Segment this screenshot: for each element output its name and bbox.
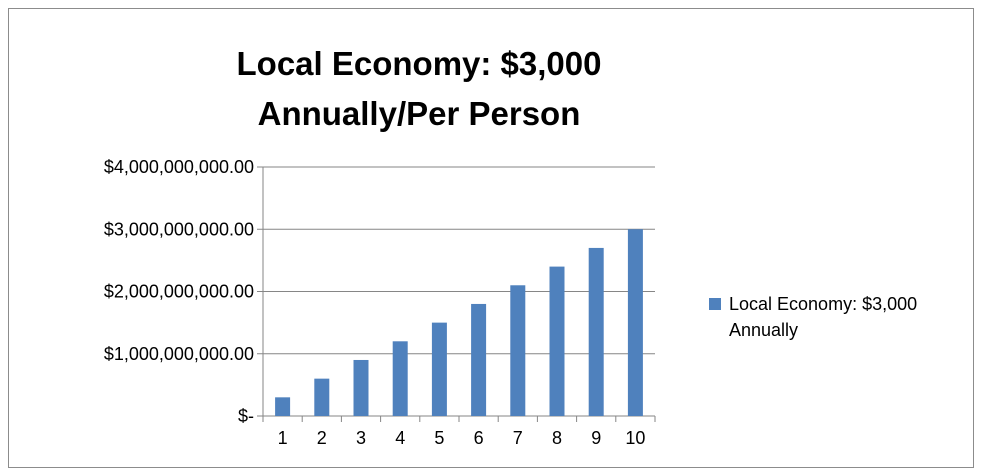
bar	[510, 285, 526, 416]
x-tick-label: 10	[625, 428, 645, 448]
y-tick-label: $4,000,000,000.00	[104, 157, 254, 177]
x-tick-label: 7	[513, 428, 523, 448]
x-tick-label: 1	[278, 428, 288, 448]
x-tick-label: 8	[552, 428, 562, 448]
x-tick-label: 3	[356, 428, 366, 448]
bar	[549, 266, 565, 416]
legend-swatch	[709, 298, 721, 310]
bar	[431, 322, 447, 416]
x-tick-label: 9	[591, 428, 601, 448]
bar	[275, 397, 291, 416]
legend-label: Local Economy: $3,000 Annually	[729, 294, 918, 340]
y-tick-label: $3,000,000,000.00	[104, 219, 254, 239]
x-tick-label: 2	[317, 428, 327, 448]
y-tick-label: $1,000,000,000.00	[104, 344, 254, 364]
bar	[588, 247, 604, 416]
chart-title: Local Economy: $3,000 Annually/Per Perso…	[236, 45, 602, 132]
bar	[353, 359, 369, 416]
x-tick-label: 6	[474, 428, 484, 448]
bar	[627, 229, 643, 416]
y-tick-label: $-	[238, 406, 254, 426]
bar	[314, 378, 330, 416]
y-tick-label: $2,000,000,000.00	[104, 282, 254, 302]
x-tick-label: 4	[395, 428, 405, 448]
chart-frame: Local Economy: $3,000 Annually/Per Perso…	[8, 8, 974, 468]
bar	[392, 341, 408, 416]
bar	[471, 303, 487, 416]
x-tick-label: 5	[434, 428, 444, 448]
